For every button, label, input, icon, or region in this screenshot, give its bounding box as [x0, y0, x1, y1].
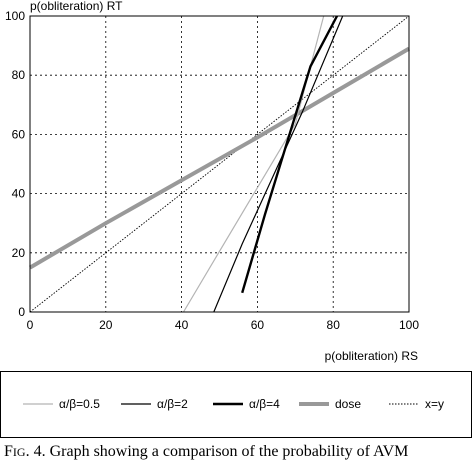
caption-prefix-rest: IG [12, 445, 26, 459]
x-tick-label: 100 [399, 318, 419, 332]
y-axis-title: p(obliteration) RT [30, 0, 123, 13]
legend-label: x=y [425, 397, 445, 411]
grid [30, 16, 409, 312]
caption-prefix: F [4, 443, 13, 460]
legend-swatch [213, 402, 243, 406]
legend-item: dose [299, 396, 361, 412]
y-tick-label: 80 [12, 68, 26, 82]
figure-caption: FIG. 4. Graph showing a comparison of th… [4, 443, 408, 461]
legend-label: α/β=2 [157, 397, 188, 411]
caption-text: Graph showing a comparison of the probab… [49, 443, 409, 460]
caption-number: . 4. [25, 443, 46, 460]
legend-label: α/β=4 [249, 397, 280, 411]
legend-label: dose [335, 397, 362, 411]
y-tick-label: 100 [5, 9, 25, 23]
x-tick-label: 0 [27, 318, 34, 332]
series-line-1 [213, 15, 344, 313]
series-line-4 [29, 15, 410, 313]
series-line-2 [241, 15, 339, 294]
legend-item: α/β=2 [121, 396, 188, 412]
legend-swatch [389, 403, 419, 405]
x-axis-title: p(obliteration) RS [325, 349, 418, 363]
legend-item: x=y [389, 396, 444, 412]
y-tick-label: 20 [12, 246, 26, 260]
y-tick-label: 0 [18, 305, 25, 319]
series-layer [28, 15, 411, 313]
legend-swatch [299, 402, 329, 406]
legend-label: α/β=0.5 [59, 397, 100, 411]
legend-item: α/β=0.5 [23, 396, 100, 412]
plot-frame [29, 15, 410, 313]
x-tick-label: 40 [175, 318, 189, 332]
x-tick-label: 60 [251, 318, 265, 332]
chart: 0 20 40 60 80 100 0 20 40 60 80 100 p(obliteration)… [5, 0, 419, 363]
series-line-3 [28, 46, 411, 270]
y-tick-label: 40 [12, 187, 26, 201]
legend: α/β=0.5 α/β=2 α/β=4 dose x=y [0, 371, 472, 438]
legend-swatch [121, 403, 151, 405]
legend-item: α/β=4 [213, 396, 280, 412]
legend-swatch [23, 403, 53, 405]
tick-labels: 0 20 40 60 80 100 0 20 40 60 80 100 [5, 9, 419, 332]
x-tick-label: 20 [99, 318, 113, 332]
y-tick-label: 60 [12, 127, 26, 141]
x-tick-label: 80 [327, 318, 341, 332]
